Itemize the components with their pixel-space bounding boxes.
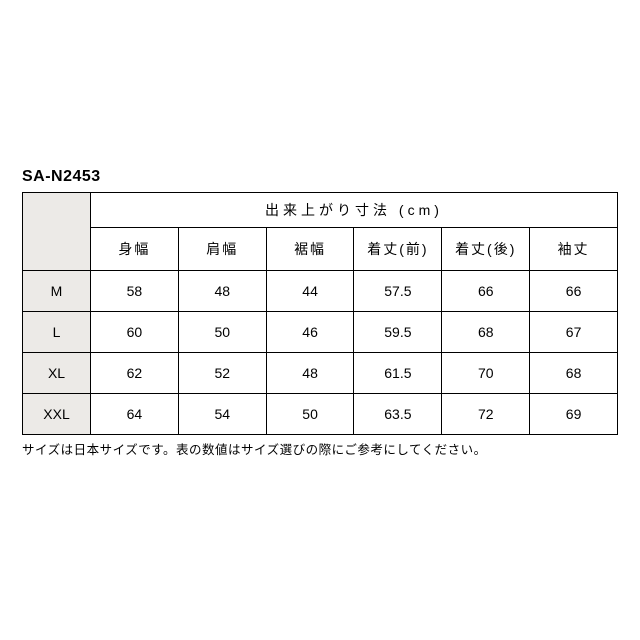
table-cell: 63.5: [354, 394, 442, 435]
row-header: XL: [23, 353, 91, 394]
table-cell: 64: [91, 394, 179, 435]
table-cell: 68: [530, 353, 618, 394]
table-cell: 57.5: [354, 271, 442, 312]
table-row: L 60 50 46 59.5 68 67: [23, 312, 618, 353]
table-row: XXL 64 54 50 63.5 72 69: [23, 394, 618, 435]
col-header: 袖丈: [530, 228, 618, 271]
row-header: M: [23, 271, 91, 312]
table-cell: 60: [91, 312, 179, 353]
table-cell: 52: [178, 353, 266, 394]
table-cell: 66: [530, 271, 618, 312]
table-cell: 48: [266, 353, 354, 394]
col-header: 着丈(前): [354, 228, 442, 271]
table-corner: [23, 193, 91, 271]
table-row: XL 62 52 48 61.5 70 68: [23, 353, 618, 394]
table-cell: 72: [442, 394, 530, 435]
table-cell: 59.5: [354, 312, 442, 353]
table-cell: 48: [178, 271, 266, 312]
col-header: 肩幅: [178, 228, 266, 271]
table-spanner: 出来上がり寸法 (cm): [91, 193, 618, 228]
table-cell: 46: [266, 312, 354, 353]
table-cell: 62: [91, 353, 179, 394]
product-code: SA-N2453: [22, 168, 618, 186]
table-cell: 44: [266, 271, 354, 312]
table-header-row: 身幅 肩幅 裾幅 着丈(前) 着丈(後) 袖丈: [23, 228, 618, 271]
table-row: M 58 48 44 57.5 66 66: [23, 271, 618, 312]
table-cell: 61.5: [354, 353, 442, 394]
footnote: サイズは日本サイズです。表の数値はサイズ選びの際にご参考にしてください。: [22, 439, 618, 458]
table-cell: 50: [178, 312, 266, 353]
table-cell: 54: [178, 394, 266, 435]
table-cell: 70: [442, 353, 530, 394]
size-table: 出来上がり寸法 (cm) 身幅 肩幅 裾幅 着丈(前) 着丈(後) 袖丈 M 5…: [22, 192, 618, 435]
col-header: 裾幅: [266, 228, 354, 271]
col-header: 身幅: [91, 228, 179, 271]
row-header: XXL: [23, 394, 91, 435]
table-cell: 66: [442, 271, 530, 312]
col-header: 着丈(後): [442, 228, 530, 271]
table-cell: 68: [442, 312, 530, 353]
row-header: L: [23, 312, 91, 353]
table-cell: 67: [530, 312, 618, 353]
table-cell: 69: [530, 394, 618, 435]
table-cell: 50: [266, 394, 354, 435]
table-cell: 58: [91, 271, 179, 312]
